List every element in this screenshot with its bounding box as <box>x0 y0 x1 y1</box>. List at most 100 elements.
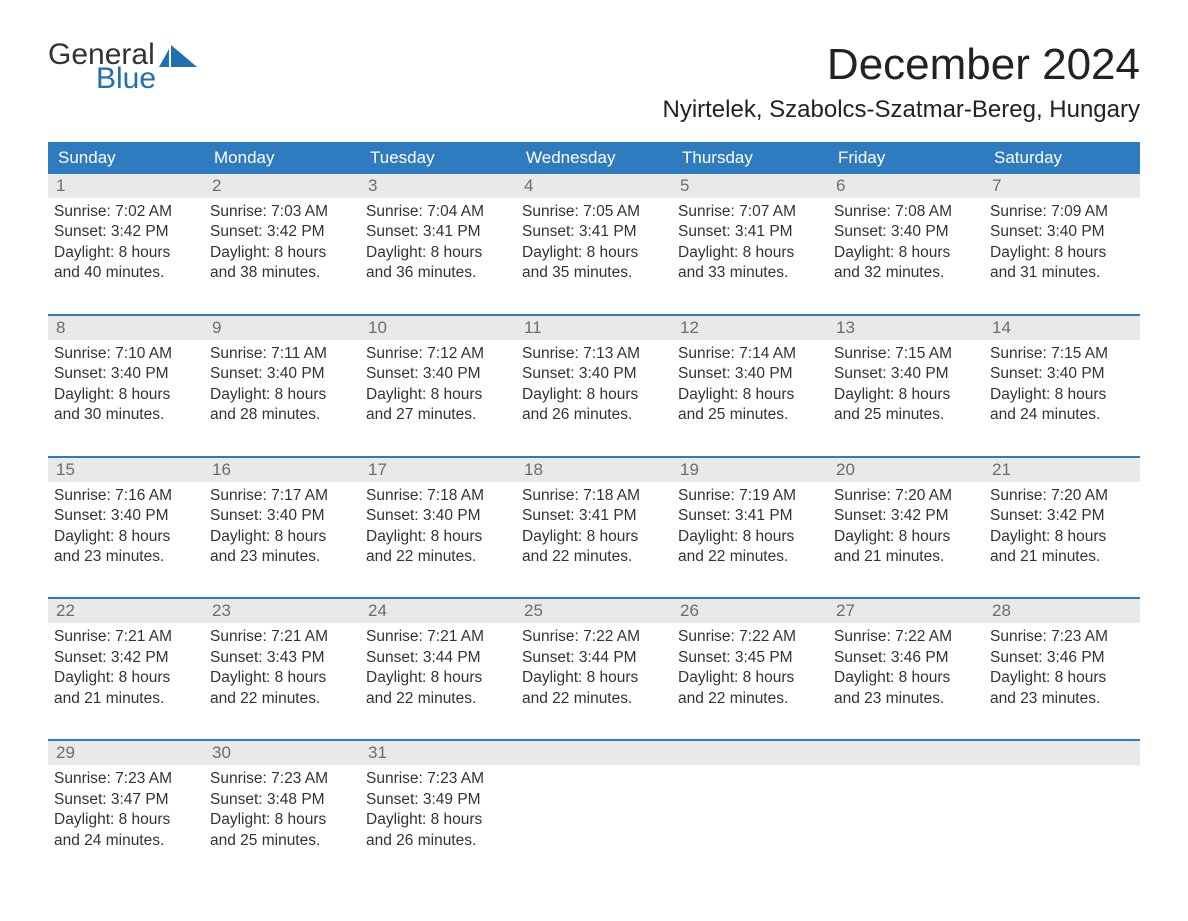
day-cell: 18Sunrise: 7:18 AMSunset: 3:41 PMDayligh… <box>516 458 672 574</box>
daylight-text: Daylight: 8 hours and 23 minutes. <box>990 668 1134 709</box>
sunrise-text: Sunrise: 7:12 AM <box>366 344 510 364</box>
daylight-text: Daylight: 8 hours and 32 minutes. <box>834 243 978 284</box>
daylight-text: Daylight: 8 hours and 24 minutes. <box>990 385 1134 426</box>
sunrise-text: Sunrise: 7:18 AM <box>366 486 510 506</box>
day-body: Sunrise: 7:21 AMSunset: 3:43 PMDaylight:… <box>204 623 360 709</box>
sunset-text: Sunset: 3:40 PM <box>54 506 198 526</box>
sunset-text: Sunset: 3:41 PM <box>366 222 510 242</box>
daylight-text: Daylight: 8 hours and 22 minutes. <box>678 668 822 709</box>
dow-wednesday: Wednesday <box>516 142 672 174</box>
sunrise-text: Sunrise: 7:07 AM <box>678 202 822 222</box>
day-cell: 21Sunrise: 7:20 AMSunset: 3:42 PMDayligh… <box>984 458 1140 574</box>
day-number: 31 <box>360 741 516 765</box>
day-body: Sunrise: 7:13 AMSunset: 3:40 PMDaylight:… <box>516 340 672 426</box>
day-number: 27 <box>828 599 984 623</box>
day-cell: 31Sunrise: 7:23 AMSunset: 3:49 PMDayligh… <box>360 741 516 857</box>
day-number: 1 <box>48 174 204 198</box>
day-cell: 29Sunrise: 7:23 AMSunset: 3:47 PMDayligh… <box>48 741 204 857</box>
day-body: Sunrise: 7:16 AMSunset: 3:40 PMDaylight:… <box>48 482 204 568</box>
sunrise-text: Sunrise: 7:13 AM <box>522 344 666 364</box>
daylight-text: Daylight: 8 hours and 30 minutes. <box>54 385 198 426</box>
sunrise-text: Sunrise: 7:22 AM <box>834 627 978 647</box>
sunset-text: Sunset: 3:42 PM <box>834 506 978 526</box>
day-body: Sunrise: 7:18 AMSunset: 3:41 PMDaylight:… <box>516 482 672 568</box>
title-block: December 2024 Nyirtelek, Szabolcs-Szatma… <box>662 40 1140 124</box>
day-number: 10 <box>360 316 516 340</box>
daylight-text: Daylight: 8 hours and 22 minutes. <box>522 668 666 709</box>
sunset-text: Sunset: 3:40 PM <box>990 222 1134 242</box>
sunrise-text: Sunrise: 7:20 AM <box>990 486 1134 506</box>
day-number: 23 <box>204 599 360 623</box>
sunrise-text: Sunrise: 7:21 AM <box>210 627 354 647</box>
sunset-text: Sunset: 3:44 PM <box>522 648 666 668</box>
sunrise-text: Sunrise: 7:03 AM <box>210 202 354 222</box>
day-cell: 27Sunrise: 7:22 AMSunset: 3:46 PMDayligh… <box>828 599 984 715</box>
sunset-text: Sunset: 3:40 PM <box>366 364 510 384</box>
day-body: Sunrise: 7:23 AMSunset: 3:48 PMDaylight:… <box>204 765 360 851</box>
day-body: Sunrise: 7:05 AMSunset: 3:41 PMDaylight:… <box>516 198 672 284</box>
day-cell: 8Sunrise: 7:10 AMSunset: 3:40 PMDaylight… <box>48 316 204 432</box>
sunrise-text: Sunrise: 7:05 AM <box>522 202 666 222</box>
sunset-text: Sunset: 3:42 PM <box>210 222 354 242</box>
days-of-week-header: Sunday Monday Tuesday Wednesday Thursday… <box>48 142 1140 174</box>
dow-tuesday: Tuesday <box>360 142 516 174</box>
day-cell: 26Sunrise: 7:22 AMSunset: 3:45 PMDayligh… <box>672 599 828 715</box>
day-cell: 14Sunrise: 7:15 AMSunset: 3:40 PMDayligh… <box>984 316 1140 432</box>
day-cell: 12Sunrise: 7:14 AMSunset: 3:40 PMDayligh… <box>672 316 828 432</box>
logo: General Blue <box>48 40 197 94</box>
header: General Blue December 2024 Nyirtelek, Sz… <box>48 40 1140 124</box>
dow-sunday: Sunday <box>48 142 204 174</box>
day-cell: 16Sunrise: 7:17 AMSunset: 3:40 PMDayligh… <box>204 458 360 574</box>
sunrise-text: Sunrise: 7:02 AM <box>54 202 198 222</box>
sunset-text: Sunset: 3:40 PM <box>990 364 1134 384</box>
day-cell: 3Sunrise: 7:04 AMSunset: 3:41 PMDaylight… <box>360 174 516 290</box>
day-number: 3 <box>360 174 516 198</box>
sunset-text: Sunset: 3:42 PM <box>990 506 1134 526</box>
sunrise-text: Sunrise: 7:20 AM <box>834 486 978 506</box>
day-number: 30 <box>204 741 360 765</box>
day-body: Sunrise: 7:22 AMSunset: 3:44 PMDaylight:… <box>516 623 672 709</box>
dow-thursday: Thursday <box>672 142 828 174</box>
daylight-text: Daylight: 8 hours and 25 minutes. <box>678 385 822 426</box>
day-number: 19 <box>672 458 828 482</box>
day-number: 25 <box>516 599 672 623</box>
sunset-text: Sunset: 3:42 PM <box>54 222 198 242</box>
day-body: Sunrise: 7:21 AMSunset: 3:44 PMDaylight:… <box>360 623 516 709</box>
sunset-text: Sunset: 3:41 PM <box>522 506 666 526</box>
week-row: 1Sunrise: 7:02 AMSunset: 3:42 PMDaylight… <box>48 174 1140 290</box>
day-number: 22 <box>48 599 204 623</box>
daylight-text: Daylight: 8 hours and 25 minutes. <box>210 810 354 851</box>
week-row: 15Sunrise: 7:16 AMSunset: 3:40 PMDayligh… <box>48 456 1140 574</box>
day-cell: 11Sunrise: 7:13 AMSunset: 3:40 PMDayligh… <box>516 316 672 432</box>
sunset-text: Sunset: 3:41 PM <box>678 506 822 526</box>
day-number <box>672 741 828 765</box>
day-number: 17 <box>360 458 516 482</box>
day-cell: 15Sunrise: 7:16 AMSunset: 3:40 PMDayligh… <box>48 458 204 574</box>
day-body: Sunrise: 7:22 AMSunset: 3:46 PMDaylight:… <box>828 623 984 709</box>
day-cell: 28Sunrise: 7:23 AMSunset: 3:46 PMDayligh… <box>984 599 1140 715</box>
day-number: 5 <box>672 174 828 198</box>
day-number: 12 <box>672 316 828 340</box>
daylight-text: Daylight: 8 hours and 28 minutes. <box>210 385 354 426</box>
daylight-text: Daylight: 8 hours and 21 minutes. <box>54 668 198 709</box>
daylight-text: Daylight: 8 hours and 21 minutes. <box>990 527 1134 568</box>
sunrise-text: Sunrise: 7:23 AM <box>366 769 510 789</box>
day-number: 24 <box>360 599 516 623</box>
day-body: Sunrise: 7:12 AMSunset: 3:40 PMDaylight:… <box>360 340 516 426</box>
day-number: 14 <box>984 316 1140 340</box>
daylight-text: Daylight: 8 hours and 23 minutes. <box>834 668 978 709</box>
day-body: Sunrise: 7:08 AMSunset: 3:40 PMDaylight:… <box>828 198 984 284</box>
day-number: 26 <box>672 599 828 623</box>
sunset-text: Sunset: 3:45 PM <box>678 648 822 668</box>
day-number: 18 <box>516 458 672 482</box>
day-cell: 5Sunrise: 7:07 AMSunset: 3:41 PMDaylight… <box>672 174 828 290</box>
sunrise-text: Sunrise: 7:16 AM <box>54 486 198 506</box>
sunrise-text: Sunrise: 7:22 AM <box>522 627 666 647</box>
day-cell <box>672 741 828 857</box>
day-number: 28 <box>984 599 1140 623</box>
sunrise-text: Sunrise: 7:11 AM <box>210 344 354 364</box>
sunset-text: Sunset: 3:40 PM <box>210 364 354 384</box>
day-cell <box>516 741 672 857</box>
daylight-text: Daylight: 8 hours and 25 minutes. <box>834 385 978 426</box>
day-cell: 2Sunrise: 7:03 AMSunset: 3:42 PMDaylight… <box>204 174 360 290</box>
